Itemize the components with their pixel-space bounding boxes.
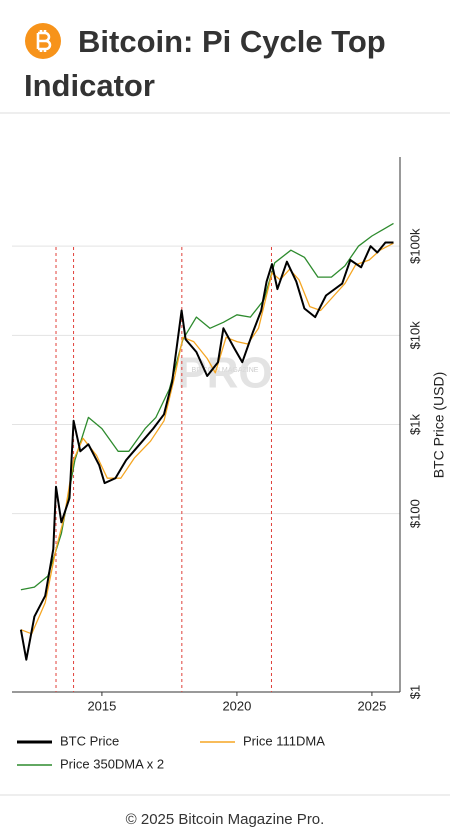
y-tick-label: $1: [407, 685, 422, 699]
title: Bitcoin: Pi Cycle Top Indicator: [24, 24, 386, 103]
legend-label: Price 350DMA x 2: [60, 756, 164, 771]
y-axis-label: BTC Price (USD): [431, 372, 447, 479]
series-line: [20, 242, 394, 635]
y-tick-label: $10k: [407, 321, 422, 350]
legend-label: BTC Price: [60, 733, 119, 748]
watermark-top: BITCOIN MAGAZINE: [192, 367, 259, 374]
legend-label: Price 111DMA: [243, 733, 325, 748]
series-line: [20, 222, 394, 591]
footer: © 2025 Bitcoin Magazine Pro.: [126, 811, 325, 828]
watermark: PRO: [177, 349, 272, 398]
series-line: [19, 241, 394, 661]
x-tick-label: 2015: [87, 698, 116, 713]
bitcoin-icon: [25, 23, 61, 59]
y-tick-label: $100: [407, 499, 422, 528]
y-tick-label: $100k: [407, 228, 422, 264]
x-tick-label: 2025: [357, 698, 386, 713]
x-tick-label: 2020: [222, 698, 251, 713]
y-tick-label: $1k: [407, 414, 422, 435]
